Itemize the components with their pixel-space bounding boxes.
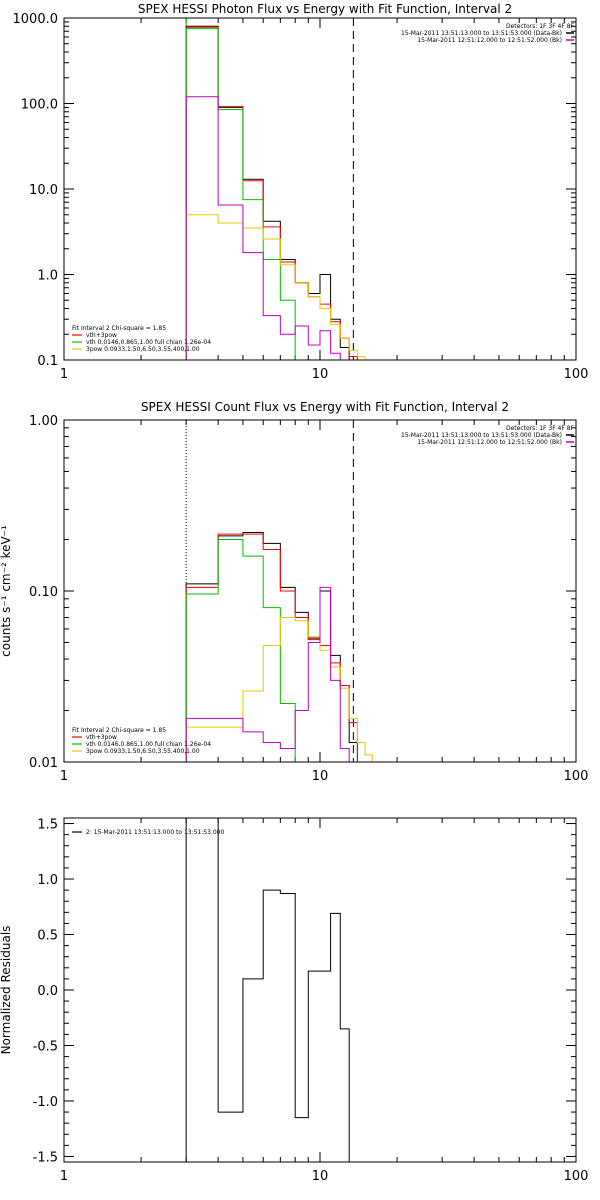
y-ticks: -1.5 -1.0 -0.5 0.0 0.5 1.0 1.5 <box>33 818 576 1165</box>
legend-label: vth+3pow <box>86 734 117 741</box>
y-tick-label: 1.5 <box>37 818 58 833</box>
y-tick-label: 1.0 <box>37 269 58 284</box>
legend: Fit Interval 2 Chi-square = 1.85vth+3pow… <box>72 325 211 353</box>
info-line: 15-Mar-2011 12:51:12.000 to 12:51:52.000… <box>417 439 562 446</box>
info-line: 15-Mar-2011 13:51:13.000 to 13:51:53.000… <box>401 432 562 439</box>
info-line: 15-Mar-2011 12:51:12.000 to 12:51:52.000… <box>417 37 562 44</box>
y-ticks: 0.1 1.0 10.0 100.0 1000.0 <box>13 12 576 369</box>
series-line <box>185 533 358 762</box>
count-flux-panel: SPEX HESSI Count Flux vs Energy with Fit… <box>0 400 588 784</box>
legend-label: 2: 15-Mar-2011 13:51:13.000 to 13:51:53.… <box>86 829 224 836</box>
plot-frame <box>63 419 577 763</box>
y-axis-label: counts s⁻¹ cm⁻² keV⁻¹ <box>0 525 13 657</box>
panel-title: SPEX HESSI Count Flux vs Energy with Fit… <box>141 400 509 414</box>
legend: 2: 15-Mar-2011 13:51:13.000 to 13:51:53.… <box>72 829 224 836</box>
series-group <box>185 531 373 762</box>
y-tick-label: 0.10 <box>29 585 58 600</box>
y-axis-label: Normalized Residuals <box>0 926 13 1055</box>
legend-header: Fit Interval 2 Chi-square = 1.85 <box>72 727 166 734</box>
plot-frame <box>63 817 577 1163</box>
y-tick-label: 1.0 <box>37 873 58 888</box>
legend: Fit Interval 2 Chi-square = 1.85vth+3pow… <box>72 727 211 755</box>
x-tick-label: 10 <box>312 1169 329 1184</box>
panel-title: SPEX HESSI Photon Flux vs Energy with Fi… <box>138 2 512 16</box>
series-line <box>185 214 366 360</box>
legend-label: 3pow 0.0933,1.50,6.50,3.55,400,1.00 <box>86 748 200 755</box>
plot-area: 1 10 100 0.01 0.10 1.00 <box>29 414 588 784</box>
info-line: 15-Mar-2011 13:51:13.000 to 13:51:53.000… <box>401 30 562 37</box>
info-line: Detectors: 1F 3F 4F 8F <box>506 425 575 432</box>
y-tick-label: -1.5 <box>33 1150 58 1165</box>
y-tick-label: 1.00 <box>29 414 58 429</box>
plot-frame <box>63 17 577 361</box>
x-tick-label: 1 <box>60 367 68 382</box>
y-tick-label: 0.01 <box>29 756 58 771</box>
x-tick-label: 100 <box>564 367 589 382</box>
series-line <box>185 616 373 762</box>
series-group <box>185 25 366 361</box>
legend-label: vth 0.0146,0.865,1.00 full chian 1.26e-0… <box>86 741 211 748</box>
y-tick-label: 0.0 <box>37 984 58 999</box>
x-tick-label: 100 <box>564 1169 589 1184</box>
y-tick-label: -0.5 <box>33 1039 58 1054</box>
plot-area: 1 10 100 -1.5 -1.0 -0.5 0.0 0.5 1.0 1.5 <box>33 817 589 1184</box>
series-line <box>185 28 296 360</box>
residuals-panel: 1 10 100 -1.5 -1.0 -0.5 0.0 0.5 1.0 1.5 2: 15-Mar-… <box>0 817 589 1184</box>
info-line: Detectors: 1F 3F 4F 8F <box>506 23 575 30</box>
series-line <box>185 817 350 1162</box>
y-tick-label: 10.0 <box>29 183 58 198</box>
y-tick-label: 100.0 <box>21 98 58 113</box>
y-tick-label: -1.0 <box>33 1095 58 1110</box>
series-line <box>185 25 358 361</box>
x-tick-label: 1 <box>60 769 68 784</box>
x-tick-label: 1 <box>60 1169 68 1184</box>
photon-flux-panel: SPEX HESSI Photon Flux vs Energy with Fi… <box>13 2 589 382</box>
legend-label: vth+3pow <box>86 332 117 339</box>
series-group <box>185 817 350 1162</box>
x-tick-label: 10 <box>312 769 329 784</box>
y-tick-label: 0.1 <box>37 354 58 369</box>
x-tick-label: 100 <box>564 769 589 784</box>
x-tick-label: 10 <box>312 367 329 382</box>
series-line <box>185 96 350 361</box>
series-line <box>185 586 350 762</box>
y-ticks: 0.01 0.10 1.00 <box>29 414 576 771</box>
legend-label: vth 0.0146,0.865,1.00 full chian 1.26e-0… <box>86 339 211 346</box>
y-tick-label: 0.5 <box>37 929 58 944</box>
y-tick-label: 1000.0 <box>13 12 59 27</box>
legend-label: 3pow 0.0933,1.50,6.50,3.55,400,1.00 <box>86 346 200 353</box>
x-ticks: 1 10 100 <box>60 818 589 1184</box>
legend-header: Fit Interval 2 Chi-square = 1.85 <box>72 325 166 332</box>
series-line <box>185 539 296 762</box>
plot-area: 1 10 100 0.1 1.0 10.0 100.0 1000.0 <box>13 12 589 382</box>
series-line <box>185 26 358 360</box>
